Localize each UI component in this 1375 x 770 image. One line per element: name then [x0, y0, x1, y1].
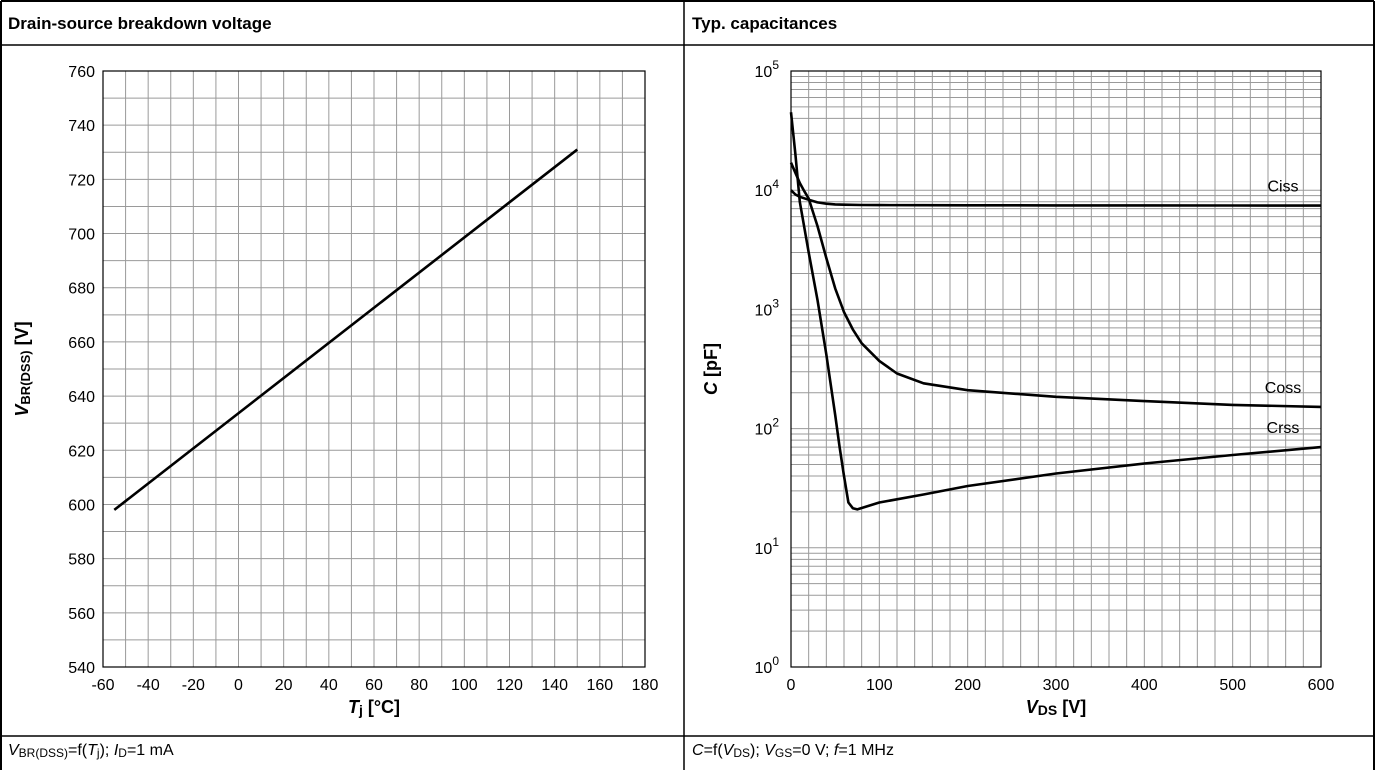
y-tick-label: 103 [755, 296, 780, 319]
coss-label: Coss [1265, 380, 1301, 397]
breakdown-voltage-chart: -60 -40 -20 0 20 40 60 80 100 120 140 160 180 540 560 5… [12, 64, 659, 718]
x-tick-label: 400 [1131, 677, 1158, 694]
right-chart-header: Typ. capacitances [692, 14, 838, 33]
x-tick-label: 180 [632, 677, 659, 694]
x-tick-label: -60 [91, 677, 114, 694]
x-tick-label: 200 [954, 677, 981, 694]
ciss-label: Ciss [1267, 179, 1298, 196]
x-tick-label: 60 [365, 677, 383, 694]
y-tick-label: 740 [68, 118, 95, 135]
y-tick-label: 540 [68, 660, 95, 677]
x-tick-label: 120 [496, 677, 523, 694]
y-tick-label: 640 [68, 389, 95, 406]
crss-label: Crss [1267, 420, 1300, 437]
y-tick-label: 760 [68, 64, 95, 81]
x-axis-label: VDS [V] [1026, 697, 1086, 718]
x-tick-label: 500 [1219, 677, 1246, 694]
y-tick-label: 105 [755, 58, 780, 81]
x-tick-label: 300 [1043, 677, 1070, 694]
left-grid [102, 70, 646, 668]
y-tick-label: 660 [68, 335, 95, 352]
capacitance-chart: 0 100 200 300 400 500 600 100 101 102 103 104 105 VDS… [701, 58, 1335, 718]
y-tick-label: 101 [755, 535, 780, 558]
y-tick-label: 102 [755, 416, 780, 439]
breakdown-voltage-line [113, 148, 579, 511]
right-grid [790, 71, 1322, 668]
x-tick-label: 0 [787, 677, 796, 694]
left-plot-area [102, 70, 646, 668]
y-tick-label: 720 [68, 172, 95, 189]
left-chart-header: Drain-source breakdown voltage [8, 14, 272, 33]
x-tick-label: 0 [234, 677, 243, 694]
left-chart-footer: VBR(DSS)=f(Tj); ID=1 mA [8, 742, 174, 760]
x-tick-label: 20 [275, 677, 293, 694]
x-tick-label: -40 [137, 677, 160, 694]
y-tick-label: 560 [68, 606, 95, 623]
x-tick-label: 600 [1308, 677, 1335, 694]
y-tick-label: 100 [755, 654, 780, 677]
x-tick-label: 100 [866, 677, 893, 694]
y-axis-label: C [pF] [701, 343, 721, 395]
x-tick-label: -20 [182, 677, 205, 694]
y-tick-label: 680 [68, 281, 95, 298]
x-tick-label: 80 [410, 677, 428, 694]
right-plot-area [790, 70, 1322, 668]
ciss-line [790, 189, 1322, 207]
y-axis-label: VBR(DSS) [V] [12, 321, 33, 416]
coss-line [789, 162, 1322, 409]
y-tick-label: 580 [68, 552, 95, 569]
x-tick-label: 160 [586, 677, 613, 694]
x-tick-label: 140 [541, 677, 568, 694]
y-tick-label: 600 [68, 497, 95, 514]
y-tick-label: 620 [68, 443, 95, 460]
y-tick-label: 104 [755, 177, 780, 200]
x-tick-label: 40 [320, 677, 338, 694]
crss-line [789, 112, 1322, 511]
y-tick-label: 700 [68, 227, 95, 244]
x-axis-label: Tj [°C] [348, 697, 400, 718]
right-chart-footer: C=f(VDS); VGS=0 V; f=1 MHz [692, 742, 894, 760]
x-tick-label: 100 [451, 677, 478, 694]
